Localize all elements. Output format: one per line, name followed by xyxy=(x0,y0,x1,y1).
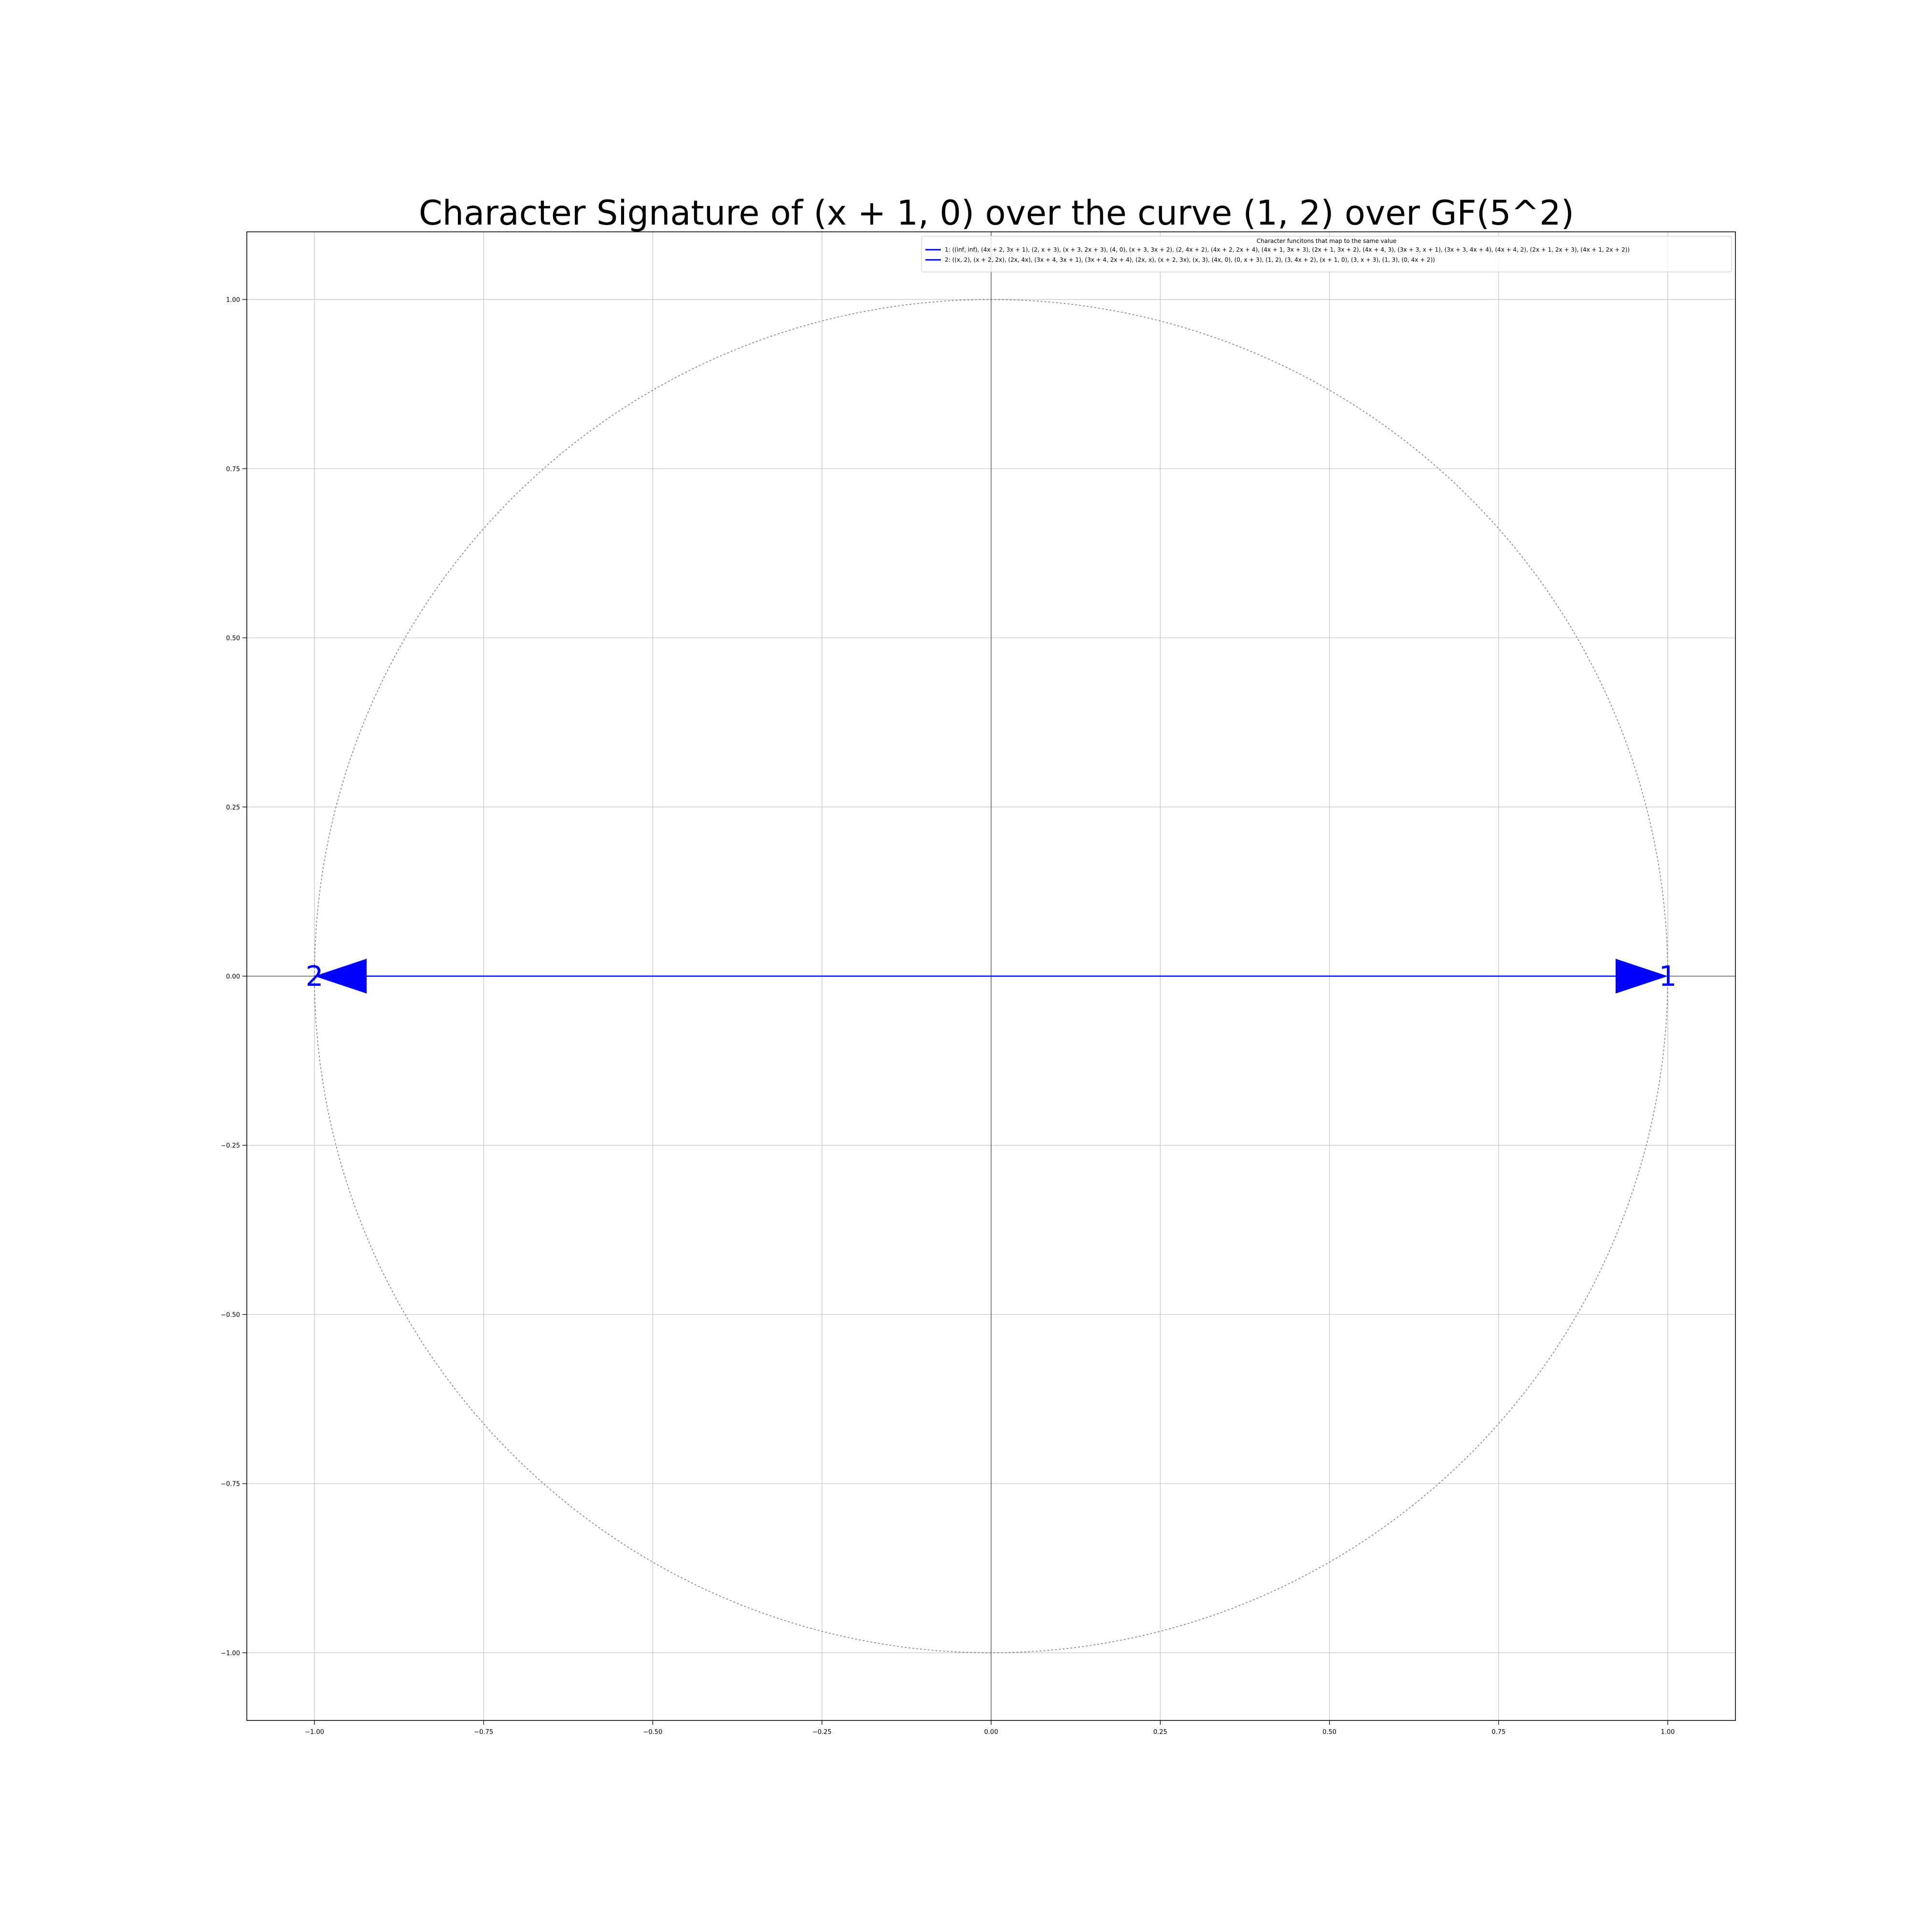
x-tick-label: −0.75 xyxy=(474,1729,493,1736)
y-tick-label: 0.00 xyxy=(226,973,240,980)
legend: Character funcitons that map to the same… xyxy=(921,236,1732,272)
y-tick-label: 0.50 xyxy=(226,635,240,642)
point-label-2: 2 xyxy=(306,960,324,993)
y-tick-label: −0.25 xyxy=(221,1142,240,1150)
x-axis-ticks: −1.00 −0.75 −0.50 −0.25 0.00 0.25 0.50 0.75 1.00 xyxy=(305,1720,1675,1736)
point-label-1: 1 xyxy=(1659,960,1676,993)
legend-entries: 1: ((inf, inf), (4x + 2, 3x + 1), (2, x … xyxy=(925,246,1630,263)
series-1-arrowhead xyxy=(1615,959,1668,994)
x-tick-label: −0.50 xyxy=(643,1729,663,1736)
series-2-arrowhead xyxy=(314,959,367,994)
chart-title: Character Signature of (x + 1, 0) over t… xyxy=(419,193,1574,233)
y-tick-label: 1.00 xyxy=(226,297,240,304)
y-tick-label: −0.50 xyxy=(221,1311,240,1319)
y-tick-label: 0.75 xyxy=(226,466,240,473)
x-tick-label: −1.00 xyxy=(305,1729,324,1736)
legend-title: Character funcitons that map to the same… xyxy=(1257,238,1396,244)
x-tick-label: 1.00 xyxy=(1661,1729,1675,1736)
x-tick-label: 0.00 xyxy=(984,1729,998,1736)
x-tick-label: 0.75 xyxy=(1492,1729,1506,1736)
series-1: 1 xyxy=(991,959,1676,994)
series-2: 2 xyxy=(306,959,991,994)
legend-box xyxy=(921,236,1732,272)
y-tick-label: 0.25 xyxy=(226,804,240,811)
legend-entry-1: 1: ((inf, inf), (4x + 2, 3x + 1), (2, x … xyxy=(945,246,1630,253)
x-tick-label: −0.25 xyxy=(812,1729,832,1736)
y-axis-ticks: −1.00 −0.75 −0.50 −0.25 0.00 0.25 0.50 0.75 1.00 xyxy=(221,297,247,1657)
x-tick-label: 0.50 xyxy=(1322,1729,1336,1736)
x-tick-label: 0.25 xyxy=(1153,1729,1167,1736)
series-layer: 12 xyxy=(306,959,1676,994)
y-tick-label: −0.75 xyxy=(221,1481,240,1488)
y-tick-label: −1.00 xyxy=(221,1650,240,1657)
legend-entry-2: 2: ((x, 2), (x + 2, 2x), (2x, 4x), (3x +… xyxy=(945,256,1435,263)
